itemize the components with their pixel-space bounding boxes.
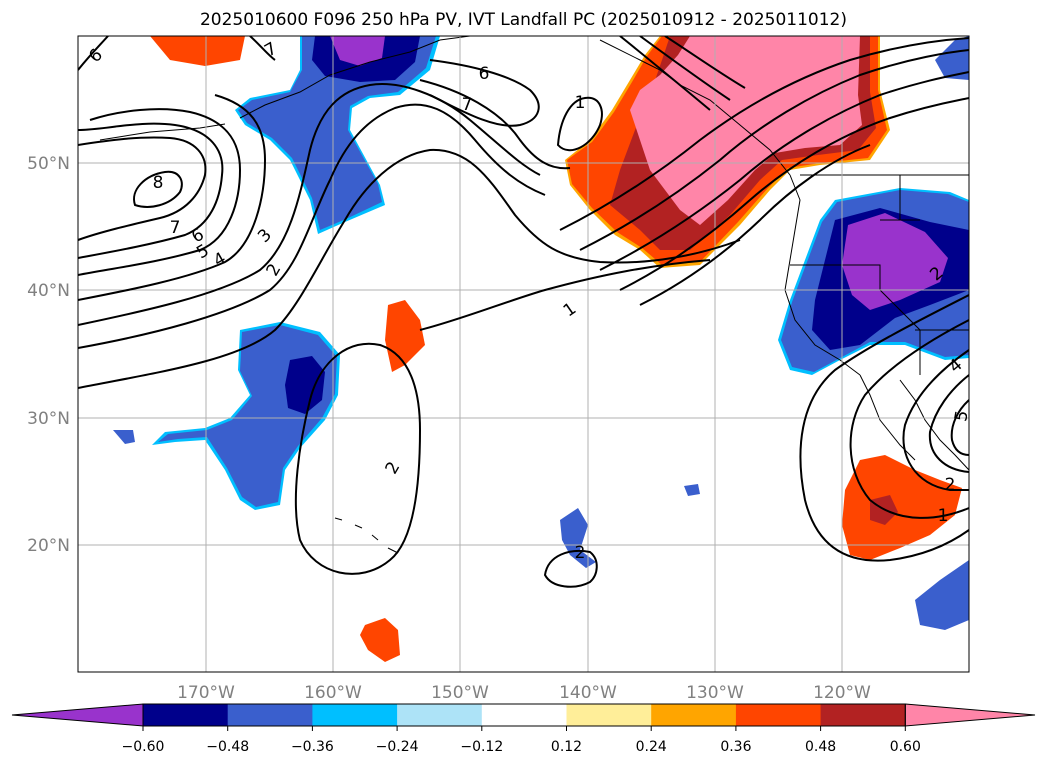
coastlines	[99, 36, 969, 554]
colorbar-tick-labels: −0.60 −0.48 −0.36 −0.24 −0.12 0.12 0.24 0.36 0.4…	[122, 726, 921, 755]
longitude-tick-labels: 170°W 160°W 150°W 140°W 130°W 120°W	[177, 683, 871, 703]
colorbar-frame	[142, 703, 906, 727]
colorbar-extend-high	[904, 703, 1036, 727]
contour-se-4	[928, 374, 969, 473]
negative-anomaly-ne-corner	[935, 36, 969, 80]
mexico-coast	[899, 379, 969, 471]
contour-label: 5	[951, 409, 973, 423]
map-frame	[77, 35, 970, 673]
contour-band-1	[559, 37, 969, 231]
contour-se-2	[849, 319, 969, 519]
colorbar-tick-label: −0.12	[460, 739, 503, 755]
contour-label: 1	[938, 506, 949, 526]
alaska-coast	[239, 36, 471, 119]
contour-se-1	[799, 294, 969, 562]
map-area	[78, 36, 969, 672]
contour-label: 8	[153, 173, 164, 193]
graticule	[78, 36, 969, 672]
colorbar-segment	[227, 704, 313, 726]
lon-tick-label: 120°W	[813, 683, 871, 703]
colorbar-tick-label: 0.24	[636, 739, 667, 755]
contour-1	[78, 148, 741, 389]
contour-label: 2	[945, 475, 956, 495]
contour-label: 2	[575, 543, 586, 563]
contour-se-3	[902, 349, 969, 491]
colorbar-tick-label: 0.36	[720, 739, 751, 755]
map-title: 2025010600 F096 250 hPa PV, IVT Landfall…	[199, 10, 847, 30]
colorbar-segment	[735, 704, 822, 726]
negative-anomaly-gulf-of-alaska-peak	[330, 36, 385, 66]
contour-7-east	[429, 59, 540, 127]
contour-1-mid	[419, 259, 711, 331]
hawaii-islands	[334, 517, 399, 554]
colorbar-segment	[566, 704, 652, 726]
contour-label: 6	[479, 64, 490, 84]
negative-anomaly-hawaii-east	[560, 508, 596, 568]
colorbar-segment	[481, 704, 567, 726]
colorbar-segment	[397, 704, 483, 726]
colorbar-segment	[820, 704, 906, 726]
contour-1-north	[556, 96, 603, 152]
pv-contours	[78, 36, 969, 588]
colorbar-tick-label: 0.60	[890, 739, 921, 755]
negative-anomaly-subtropical-deep	[285, 356, 325, 414]
contour-6-west	[78, 122, 224, 259]
colorbar-tick-label: −0.36	[291, 739, 334, 755]
lon-tick-label: 160°W	[304, 683, 362, 703]
colorbar-tick-label: 0.12	[551, 739, 582, 755]
contour-nw-6	[78, 36, 109, 71]
negative-anomaly-western-us-peak	[842, 213, 948, 310]
colorbar-segment	[312, 704, 398, 726]
lat-tick-label: 40°N	[27, 281, 70, 301]
contour-label: 1	[575, 93, 586, 113]
contour-8	[133, 170, 183, 208]
negative-anomaly-small-west	[113, 430, 135, 444]
contour-band-6	[619, 36, 711, 111]
lat-tick-label: 20°N	[27, 536, 70, 556]
colorbar-segment	[143, 704, 229, 726]
lat-tick-label: 30°N	[27, 409, 70, 429]
contour-label: 7	[462, 95, 473, 115]
latitude-tick-labels: 50°N 40°N 30°N 20°N	[27, 154, 70, 556]
colorbar-tick-label: −0.48	[206, 739, 249, 755]
colorbar-tick-label: −0.24	[376, 739, 419, 755]
lon-tick-label: 150°W	[431, 683, 489, 703]
positive-anomaly-south-center	[360, 618, 400, 662]
lon-tick-label: 130°W	[686, 683, 744, 703]
contour-6-east	[419, 79, 571, 170]
positive-anomaly-nw-pacific	[150, 36, 245, 66]
contour-band-4	[619, 97, 969, 291]
contour-band-8	[664, 36, 746, 89]
bc-coast	[599, 39, 791, 176]
contour-nw-4	[249, 36, 276, 61]
lon-tick-label: 140°W	[559, 683, 617, 703]
contour-4-west	[78, 94, 267, 301]
pc-shading	[113, 36, 969, 662]
negative-anomaly-mexico	[915, 560, 969, 630]
colorbar-segment	[651, 704, 737, 726]
contour-1-hawaii	[543, 550, 598, 588]
aleutian-islands	[99, 123, 226, 141]
contour-2-loop	[294, 342, 422, 575]
contour-7-west	[78, 136, 207, 241]
lat-tick-label: 50°N	[27, 154, 70, 174]
contour-se-5	[950, 399, 969, 456]
colorbar-tick-label: −0.60	[122, 739, 165, 755]
contour-band-5	[639, 144, 871, 306]
contour-band-7	[639, 36, 731, 101]
colorbar	[11, 703, 1036, 727]
contour-3	[78, 83, 541, 326]
colorbar-tick-label: 0.48	[805, 739, 836, 755]
us-state-line-1	[790, 264, 881, 290]
colorbar-extend-low	[11, 703, 144, 727]
contour-band-3	[599, 71, 969, 271]
contour-band-2	[579, 49, 969, 251]
positive-anomaly-baja	[842, 455, 962, 560]
negative-anomaly-tiny	[684, 484, 700, 496]
lon-tick-label: 170°W	[177, 683, 235, 703]
contour-2	[78, 103, 546, 349]
contour-5-west	[78, 108, 242, 276]
contour-label: 7	[170, 218, 181, 238]
